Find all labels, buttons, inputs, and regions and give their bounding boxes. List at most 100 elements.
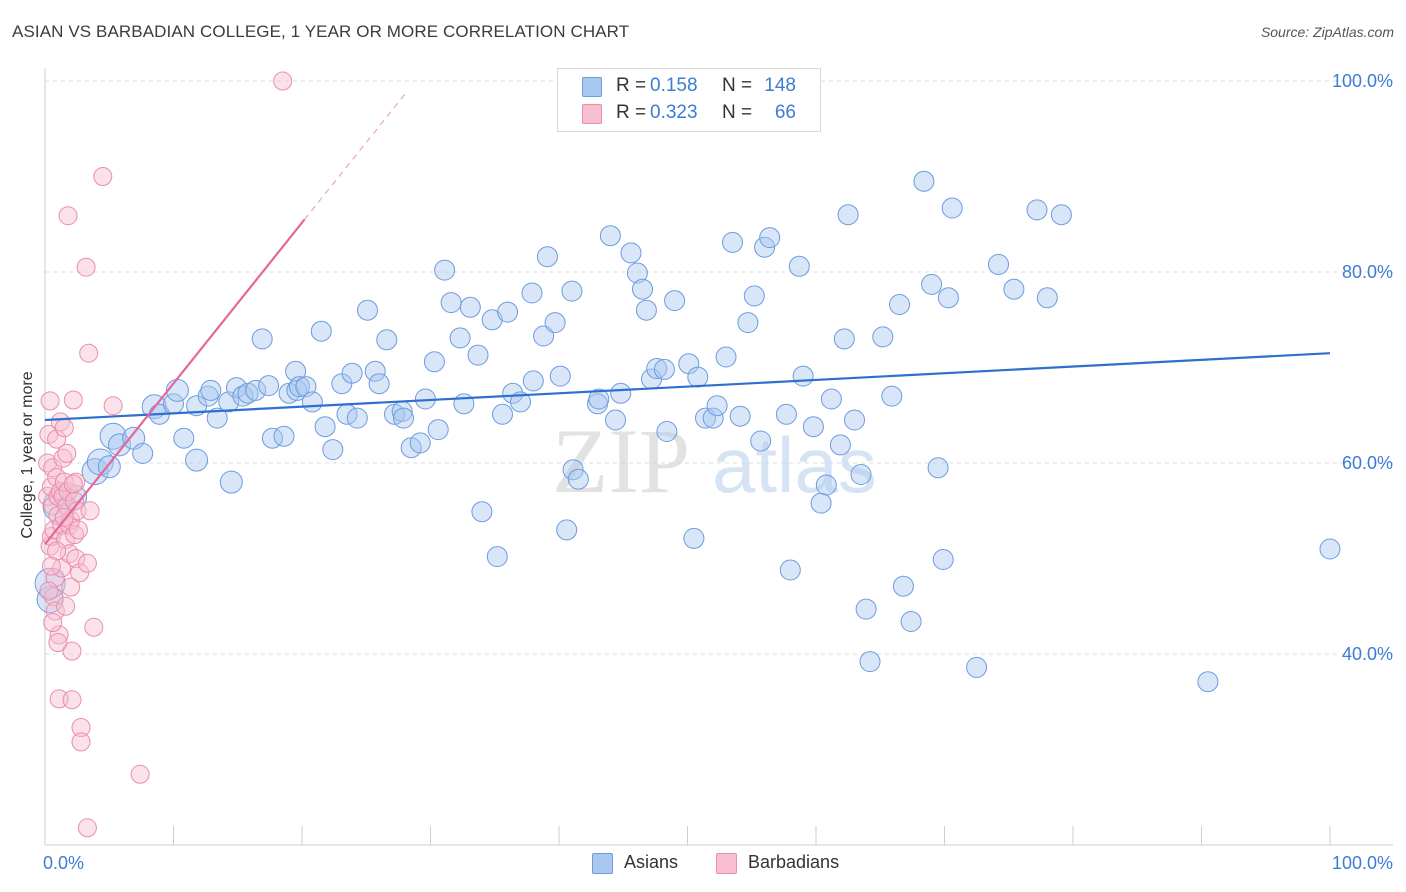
data-point [103,396,123,416]
data-point [449,327,471,349]
data-point [66,549,86,568]
data-point [63,474,83,494]
data-point [76,257,96,277]
data-point [1026,199,1048,221]
data-point [41,556,61,576]
data-point [913,170,935,192]
data-point [635,299,657,321]
data-point [427,419,449,441]
data-point [423,351,445,373]
data-point [859,651,881,673]
data-point [497,301,519,323]
data-point [988,253,1009,275]
data-point [70,563,90,583]
data-point [561,280,583,302]
data-point [921,273,943,295]
data-point [706,395,728,417]
data-point [364,360,386,382]
data-point [754,236,776,258]
data-point [775,403,797,425]
data-point [459,296,481,318]
data-point [941,197,963,219]
data-point [1003,278,1025,300]
data-point [715,346,737,368]
data-point [273,425,295,447]
data-point [71,732,91,752]
data-point [80,501,100,521]
data-point [471,501,493,523]
data-point [50,412,70,432]
r-value: 0.323 [650,102,698,123]
legend-label-barbadians: Barbadians [748,852,840,872]
data-point [440,292,462,314]
data-point [48,633,68,652]
data-point [502,382,524,404]
data-point [892,575,914,597]
data-point [45,601,65,621]
r-value: 0.158 [650,75,698,96]
data-point [544,312,566,334]
n-value: 66 [774,102,796,123]
data-point [850,464,872,485]
chart-title: ASIAN VS BARBADIAN COLLEGE, 1 YEAR OR MO… [12,22,630,41]
data-point [889,294,910,315]
data-point [346,407,368,429]
data-point [536,246,558,268]
stats-box: R = 0.158 N = 148 R = 0.323 N = 66 [557,68,821,132]
data-point [1036,287,1058,309]
data-point [510,391,531,413]
data-point [93,167,113,186]
watermark-atlas: atlas [712,421,877,509]
trend-line-barbadians [44,218,306,545]
data-point [702,407,724,429]
data-point [549,365,571,387]
data-point [626,262,648,284]
data-point [357,299,378,321]
data-point [937,287,959,309]
data-point [810,492,832,514]
legend-swatch-asians [592,853,613,874]
gridlines [45,80,1393,655]
data-point [610,382,632,404]
data-point [38,486,58,506]
data-point [43,613,63,632]
r-label: R = [616,75,647,96]
data-point [62,690,82,710]
data-point [165,378,189,402]
data-point [620,242,642,264]
data-point [54,418,74,438]
data-point [43,458,63,478]
data-point [49,625,69,645]
data-point [173,427,195,449]
data-point [567,468,589,490]
stats-row-asians: R = 0.158 N = 148 [558,73,820,101]
data-point [900,611,922,632]
watermark-zip: ZIP [552,410,690,512]
data-point [84,617,104,637]
trend-line-asians [44,352,1331,422]
stats-swatch-asians [582,77,602,97]
data-point [314,416,336,438]
data-point [258,375,280,397]
data-point [932,549,954,570]
data-point [599,225,621,247]
data-point [1319,538,1341,560]
data-point [833,328,855,350]
data-point [664,290,686,312]
legend: Asians Barbadians [0,852,1406,878]
data-point [288,376,310,398]
legend-label-asians: Asians [624,852,679,872]
data-point [77,553,97,573]
data-point [605,409,626,431]
data-point [632,278,653,300]
data-point [743,285,765,307]
axes [44,68,1393,846]
stats-swatch-barbadians [582,104,602,124]
data-point [562,459,584,481]
data-point [802,416,824,438]
data-point [683,527,705,549]
data-point [837,204,859,226]
data-point [219,470,243,494]
data-point [68,520,88,540]
